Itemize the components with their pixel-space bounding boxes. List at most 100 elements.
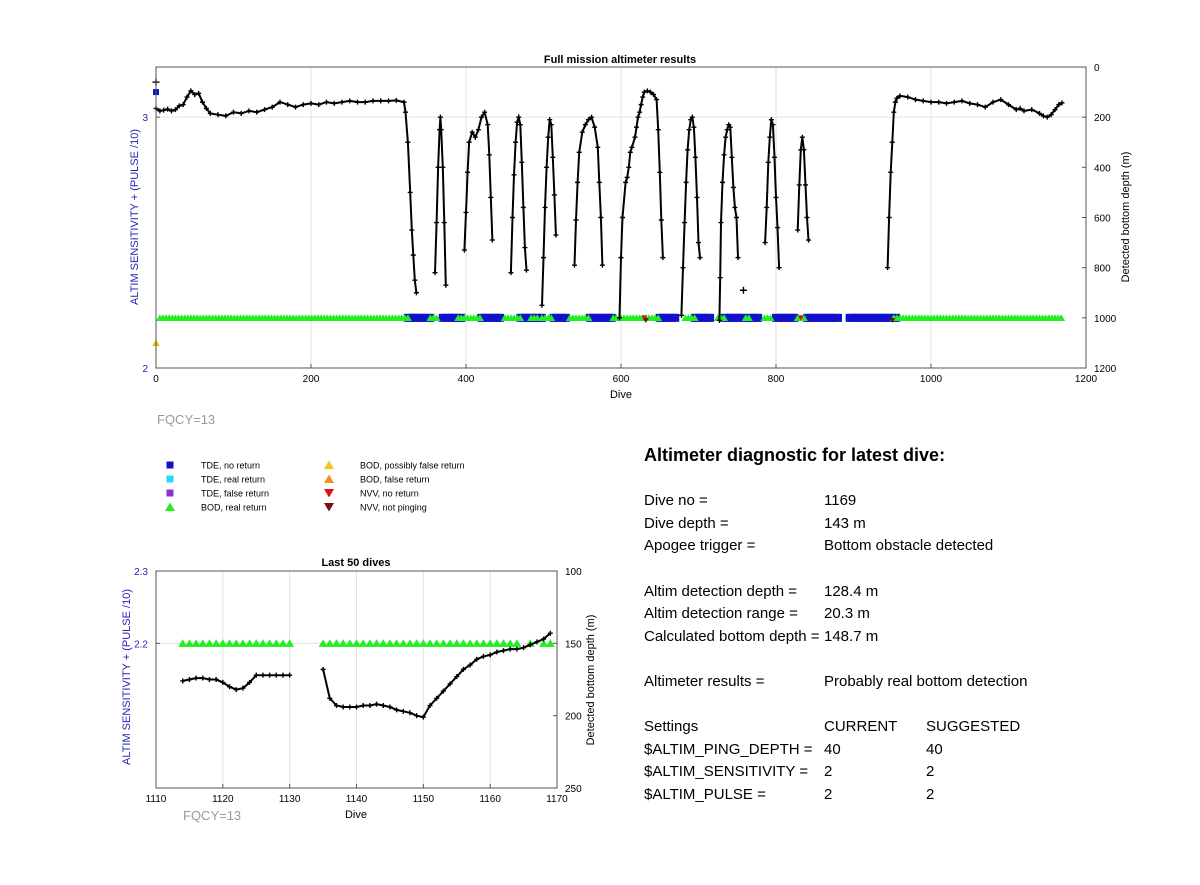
depth-point xyxy=(440,164,446,170)
depth-point xyxy=(186,677,192,682)
depth-point xyxy=(370,98,376,104)
depth-point xyxy=(508,270,514,276)
depth-point xyxy=(355,99,360,105)
depth-point xyxy=(575,179,581,185)
bod-real-return-marker xyxy=(475,314,484,322)
y-tick-label: 3 xyxy=(142,113,148,124)
bod-real-return-marker xyxy=(225,639,235,647)
depth-point xyxy=(1037,110,1042,116)
top-chart-x-axis: 0 200 400 600 800 1000 1200 xyxy=(153,364,1098,385)
bod-real-return-marker xyxy=(278,639,288,647)
depth-point xyxy=(1044,114,1050,120)
fqcy-label-top: FQCY=13 xyxy=(157,412,216,427)
depth-point xyxy=(967,100,973,106)
depth-line-segment xyxy=(155,89,418,293)
depth-point xyxy=(165,106,171,112)
depth-point xyxy=(354,704,359,710)
depth-point xyxy=(437,114,443,120)
bod-real-return-marker xyxy=(198,639,208,647)
depth-point xyxy=(771,154,777,160)
depth-point xyxy=(885,265,891,271)
legend-marker-bod-possibly-false xyxy=(324,460,334,469)
top-chart-y2label: Detected bottom depth (m) xyxy=(1120,152,1132,283)
depth-point xyxy=(618,255,624,261)
legend-marker-tde-no-return xyxy=(166,461,174,469)
depth-point xyxy=(407,710,413,716)
depth-point xyxy=(293,104,298,110)
depth-point xyxy=(727,124,733,130)
depth-point xyxy=(267,672,273,678)
bod-real-return-marker xyxy=(251,639,261,647)
depth-point xyxy=(269,104,275,110)
depth-point xyxy=(616,315,622,321)
bod-real-return-marker xyxy=(766,314,775,322)
depth-point xyxy=(460,666,466,672)
depth-point xyxy=(161,107,167,113)
depth-point xyxy=(387,704,393,710)
depth-point xyxy=(632,134,638,140)
bod-real-return-marker xyxy=(405,639,415,647)
depth-point xyxy=(405,139,411,145)
depth-point xyxy=(254,109,260,115)
depth-point xyxy=(595,144,601,150)
depth-point xyxy=(796,182,802,188)
depth-point xyxy=(360,703,366,709)
depth-point xyxy=(1017,105,1023,111)
bod-real-return-marker xyxy=(338,639,348,647)
legend-label-nvv-not-pinging: NVV, not pinging xyxy=(360,503,427,513)
depth-point xyxy=(516,114,522,120)
bod-real-return-marker xyxy=(218,639,228,647)
depth-point xyxy=(172,107,178,113)
depth-point xyxy=(393,97,399,103)
bod-real-return-marker xyxy=(318,639,328,647)
depth-point xyxy=(717,275,723,281)
bottom-chart-ylabel: ALTIM SENSITIVITY + (PULSE /10) xyxy=(121,589,133,765)
legend-marker-nvv-no-return xyxy=(324,489,334,498)
depth-point xyxy=(541,636,547,642)
bod-real-return-marker xyxy=(178,639,188,647)
bod-real-return-marker xyxy=(392,639,402,647)
bod-real-return-marker xyxy=(492,639,502,647)
bod-real-return-marker xyxy=(372,639,382,647)
diag-value-altimeter-results: Probably real bottom detection xyxy=(824,673,1028,690)
bod-real-return-marker xyxy=(425,639,435,647)
tde-no-return-marker xyxy=(754,313,763,322)
depth-point xyxy=(277,99,283,105)
bod-real-return-marker xyxy=(265,639,275,647)
depth-point xyxy=(689,114,695,120)
depth-point xyxy=(523,267,529,273)
depth-point xyxy=(380,703,386,709)
legend-marker-tde-false-return xyxy=(166,489,174,497)
y2-tick-label: 200 xyxy=(565,712,582,723)
depth-point xyxy=(331,100,337,106)
legend: TDE, no return TDE, real return TDE, false… xyxy=(165,460,465,513)
depth-point xyxy=(300,102,306,108)
depth-point xyxy=(542,204,548,210)
depth-point xyxy=(465,169,471,175)
depth-point xyxy=(176,103,182,109)
depth-point xyxy=(739,286,747,294)
bod-real-return-marker xyxy=(539,639,549,647)
depth-point xyxy=(474,656,480,662)
depth-point xyxy=(463,209,469,215)
depth-point xyxy=(730,184,736,190)
diagnostic-title: Altimeter diagnostic for latest dive: xyxy=(644,445,946,465)
y-tick-label: 2.3 xyxy=(134,567,148,578)
depth-point xyxy=(688,117,694,123)
depth-point xyxy=(928,99,934,105)
depth-line-segment xyxy=(680,114,701,316)
depth-point xyxy=(213,677,219,682)
nvv-no-return-marker xyxy=(797,315,804,321)
depth-point xyxy=(696,240,701,246)
depth-point xyxy=(795,227,801,233)
nvv-not-pinging-marker xyxy=(642,317,649,324)
depth-point xyxy=(640,94,646,100)
depth-point xyxy=(804,215,810,220)
depth-point xyxy=(572,262,577,268)
y2-tick-label: 200 xyxy=(1094,113,1111,124)
depth-point xyxy=(889,139,895,145)
bod-real-return-marker xyxy=(547,314,556,322)
diag-value-detection-range: 20.3 m xyxy=(824,605,870,622)
depth-point xyxy=(551,192,557,198)
depth-point xyxy=(768,117,774,123)
